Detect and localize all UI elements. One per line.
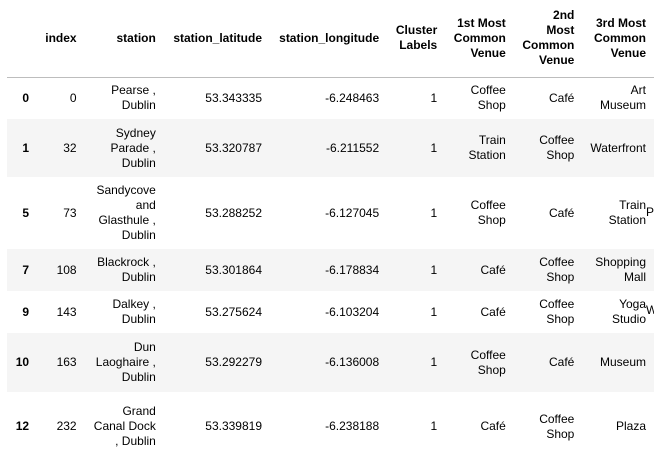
cell-venue-2: Café [549, 355, 575, 369]
cell-longitude: -6.248463 [325, 90, 380, 105]
dataframe-table: index station station_latitude station_l… [7, 0, 654, 461]
cell-longitude: -6.211552 [325, 140, 380, 155]
cell-index: 73 [63, 205, 77, 220]
cell-cluster: 1 [430, 140, 438, 155]
table-row: 9 143 Dalkey , Dublin 53.275624 -6.103204 1 Ca… [7, 291, 654, 333]
table-row: 0 0 Pearse , Dublin 53.343335 -6.248463 1 Coff… [7, 77, 654, 119]
clipped-cell-text: W [646, 303, 654, 317]
header-cluster-labels: Cluster Labels [387, 0, 446, 78]
cell-latitude: 53.343335 [205, 90, 263, 105]
cell-latitude: 53.301864 [205, 262, 263, 277]
cell-station: Sydney Parade , Dublin [110, 125, 156, 170]
header-venue-3: 3rd Most Common Venue [582, 0, 654, 78]
cell-venue-1: Coffee Shop [470, 198, 506, 227]
cell-latitude: 53.275624 [205, 304, 263, 319]
cell-station: Grand Canal Dock , Dublin [93, 404, 156, 448]
cell-latitude: 53.320787 [205, 140, 263, 155]
cell-venue-3: Shopping Mall [595, 255, 646, 284]
cell-venue-2: Café [549, 205, 575, 220]
cell-venue-1: Coffee Shop [470, 347, 506, 377]
cell-cluster: 1 [430, 205, 438, 220]
cell-venue-1: Café [480, 262, 506, 277]
row-label: 9 [22, 304, 30, 319]
cell-venue-2: Coffee Shop [539, 255, 575, 284]
cell-venue-3: Plaza [615, 419, 646, 433]
cell-latitude: 53.288252 [205, 205, 263, 220]
cell-venue-3: Yoga Studio [611, 297, 646, 326]
header-row: index station station_latitude station_l… [7, 0, 654, 78]
cell-index: 163 [56, 355, 77, 369]
clipped-cell-text: Pl [646, 205, 654, 219]
cell-venue-1: Café [480, 419, 506, 433]
row-label: 0 [22, 90, 30, 105]
header-station-longitude: station_longitude [270, 0, 388, 78]
cell-venue-2: Café [549, 90, 575, 105]
header-venue-2: 2nd Most Common Venue [513, 0, 583, 78]
header-station-latitude: station_latitude [163, 0, 271, 78]
cell-venue-2: Coffee Shop [539, 133, 575, 162]
row-label: 10 [15, 355, 30, 369]
cell-latitude: 53.339819 [205, 419, 263, 433]
table-row: 7 108 Blackrock , Dublin 53.301864 -6.178834… [7, 249, 654, 291]
cell-venue-1: Train Station [468, 133, 506, 162]
cell-index: 143 [56, 304, 77, 319]
cell-venue-1: Coffee Shop [470, 83, 506, 113]
table-row: 10 163 Dun Laoghaire , Dublin 53.292279 -6.1… [7, 333, 654, 392]
header-rowid [7, 0, 38, 78]
cell-cluster: 1 [430, 419, 438, 433]
cell-station: Blackrock , Dublin [97, 255, 156, 284]
cell-index: 0 [69, 90, 77, 105]
cell-station: Dalkey , Dublin [112, 297, 156, 326]
cell-venue-1: Café [480, 304, 506, 319]
cell-venue-2: Coffee Shop [539, 297, 575, 326]
cell-station: Dun Laoghaire , Dublin [95, 340, 156, 384]
row-label: 5 [22, 205, 30, 220]
cell-cluster: 1 [430, 304, 438, 319]
row-label: 12 [15, 419, 30, 433]
table-row: 1 32 Sydney Parade , Dublin 53.320787 -6.211… [7, 119, 654, 177]
cell-cluster: 1 [430, 262, 438, 277]
header-venue-1: 1st Most Common Venue [445, 0, 514, 78]
cell-cluster: 1 [430, 90, 438, 105]
cell-latitude: 53.292279 [205, 355, 263, 369]
cell-index: 232 [56, 419, 77, 433]
row-label: 7 [22, 262, 30, 277]
cell-venue-2: Coffee Shop [539, 411, 575, 441]
cell-longitude: -6.136008 [325, 355, 380, 369]
cell-index: 108 [56, 262, 77, 277]
cell-station: Pearse , Dublin [111, 83, 156, 113]
cell-venue-3: Train Station [608, 198, 646, 227]
header-station: station [84, 0, 164, 78]
row-label: 1 [22, 140, 30, 155]
table-row: 12 232 Grand Canal Dock , Dublin 53.339819 -… [7, 392, 654, 461]
cell-venue-3: Museum [599, 355, 646, 369]
cell-venue-3: Art Museum [599, 83, 646, 113]
cell-station: Sandycove and Glasthule , Dublin [96, 183, 156, 242]
cell-longitude: -6.238188 [325, 419, 380, 433]
cell-longitude: -6.103204 [325, 304, 380, 319]
header-index: index [37, 0, 85, 78]
cell-longitude: -6.178834 [325, 262, 380, 277]
table-row: 5 73 Sandycove and Glasthule , Dublin 53.28… [7, 177, 654, 249]
cell-venue-3: Waterfront [590, 140, 646, 155]
cell-index: 32 [63, 140, 77, 155]
cell-longitude: -6.127045 [325, 205, 380, 220]
cell-cluster: 1 [430, 355, 438, 369]
